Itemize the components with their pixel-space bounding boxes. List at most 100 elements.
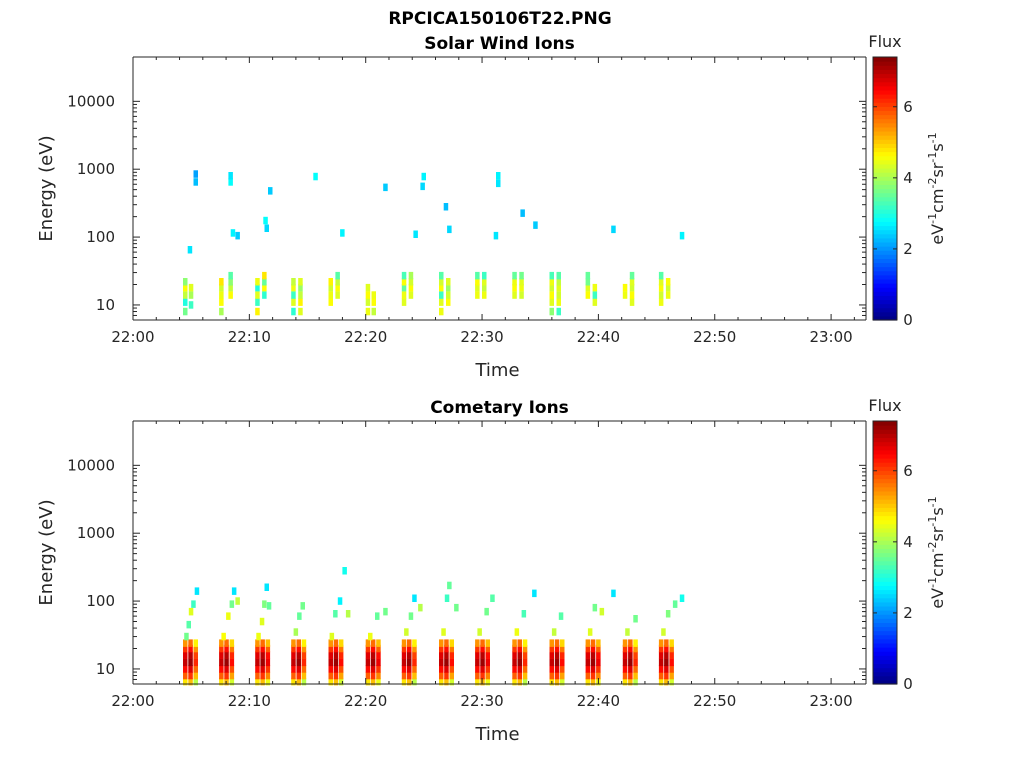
colorbar-segment (873, 130, 897, 136)
heatmap-cell (664, 639, 669, 647)
heatmap-cell (454, 603, 459, 612)
heatmap-cell (439, 651, 444, 659)
heatmap-cell (338, 658, 344, 667)
heatmap-cell (193, 170, 198, 178)
heatmap-cell (412, 671, 417, 680)
colorbar-segment (873, 291, 897, 296)
heatmap-cell (291, 298, 296, 306)
heatmap-cell (333, 610, 338, 618)
colorbar-segment (873, 568, 897, 574)
colorbar-segment (873, 663, 897, 669)
heatmap-cell (401, 291, 407, 299)
heatmap-cell (188, 291, 194, 299)
heatmap-cell (622, 658, 628, 667)
heatmap-cell (522, 671, 528, 680)
heatmap-cell (328, 677, 333, 686)
heatmap-cell (219, 651, 224, 659)
heatmap-cell (441, 628, 446, 636)
heatmap-cell (622, 677, 628, 686)
heatmap-cell (412, 665, 417, 673)
colorbar-segment (873, 564, 897, 570)
heatmap-cell (260, 644, 265, 653)
heatmap-cell (480, 639, 485, 647)
colorbar-segment (873, 135, 897, 140)
heatmap-cell (522, 651, 528, 659)
colorbar-segment (873, 425, 897, 430)
colorbar-segment (873, 457, 897, 463)
colorbar-segment (873, 69, 897, 75)
heatmap-cell (554, 651, 560, 659)
heatmap-cell (444, 671, 449, 680)
colorbar-segment (873, 585, 897, 591)
heatmap-cell (587, 628, 593, 636)
colorbar-segment (873, 163, 897, 169)
heatmap-cell (475, 271, 480, 280)
heatmap-cell (475, 658, 480, 667)
colorbar-segment (873, 511, 897, 517)
heatmap-cell (375, 612, 380, 620)
heatmap-cell (446, 291, 451, 299)
heatmap-cell (301, 671, 307, 680)
colorbar-segment (873, 675, 897, 681)
heatmap-cell (229, 671, 235, 680)
heatmap-cell (383, 607, 388, 616)
heatmap-cell (333, 658, 339, 667)
colorbar-segment (873, 453, 897, 459)
heatmap-cell (194, 587, 200, 595)
heatmap-cell (480, 671, 485, 680)
colorbar-segment (873, 556, 897, 562)
heatmap-cell (664, 651, 669, 659)
colorbar-segment (873, 490, 897, 496)
heatmap-cell (224, 671, 229, 680)
heatmap-cell (219, 671, 224, 680)
heatmap-cell (193, 651, 198, 659)
heatmap-cell (183, 665, 188, 673)
y-tick-label: 10000 (67, 456, 115, 474)
heatmap-cell (485, 644, 490, 653)
heatmap-cell (224, 644, 229, 653)
colorbar-segment (873, 233, 897, 239)
heatmap-cell (590, 665, 596, 673)
heatmap-cell (291, 644, 296, 653)
colorbar-segment (873, 642, 897, 648)
colorbar-segment (873, 622, 897, 628)
heatmap-cell (669, 651, 674, 659)
colorbar-segment (873, 610, 897, 615)
heatmap-cell (328, 278, 333, 286)
heatmap-cell (560, 677, 565, 686)
colorbar-segment (873, 274, 897, 280)
y-tick-label: 100 (86, 592, 115, 610)
heatmap-cell (219, 298, 224, 306)
heatmap-cell (255, 677, 260, 686)
heatmap-cell (661, 628, 666, 636)
heatmap-cell (633, 651, 638, 659)
colorbar-segment (873, 250, 897, 255)
heatmap-cell (260, 671, 265, 680)
heatmap-cell (628, 644, 633, 653)
heatmap-cell (625, 628, 630, 636)
colorbar-segment (873, 647, 897, 652)
heatmap-cell (585, 658, 591, 667)
heatmap-cell (444, 677, 449, 686)
heatmap-cell (475, 651, 480, 659)
heatmap-cell (265, 671, 271, 680)
heatmap-cell (333, 639, 339, 647)
heatmap-cell (183, 671, 188, 680)
x-tick-label: 22:40 (577, 692, 620, 710)
heatmap-cell (449, 651, 454, 659)
heatmap-cell (519, 283, 524, 292)
heatmap-cell (554, 671, 560, 680)
colorbar-segment (873, 503, 897, 508)
heatmap-cell (183, 278, 188, 286)
colorbar-segment (873, 299, 897, 305)
heatmap-cell (446, 283, 451, 292)
heatmap-cell (219, 283, 224, 292)
heatmap-cell (229, 644, 235, 653)
heatmap-cell (512, 639, 517, 647)
heatmap-cell (658, 658, 664, 667)
heatmap-cell (596, 658, 601, 667)
colorbar: Flux 0 2 4 6 eV-1cm-2sr-1s-1 (868, 32, 947, 329)
heatmap-cell (338, 644, 344, 653)
heatmap-cell (629, 278, 635, 286)
